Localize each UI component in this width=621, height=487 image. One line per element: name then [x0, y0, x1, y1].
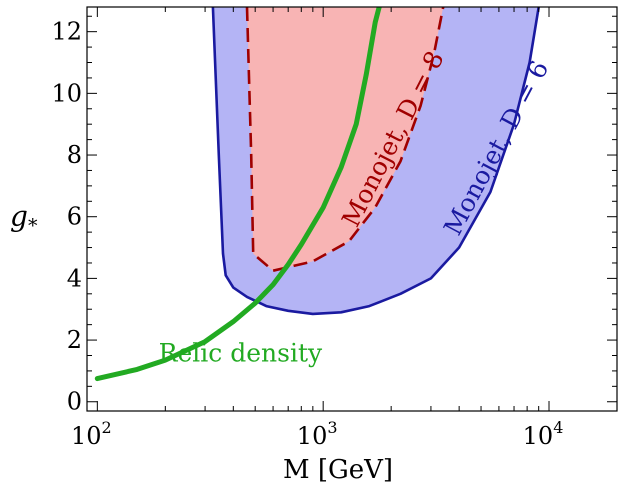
tick-layer: [86, 7, 618, 411]
x-tick-label: 104: [523, 418, 564, 450]
y-tick-label: 8: [67, 141, 82, 169]
y-axis-title: g*: [10, 200, 38, 237]
tick-label-layer: 102 103 104 0 2 4 6 8 10 12: [51, 18, 563, 450]
series-layer: [94, 7, 540, 382]
monojet-d-8-boundary: [245, 7, 445, 272]
x-tick-label: 103: [297, 418, 338, 450]
x-tick-label: 102: [71, 418, 112, 450]
monojet-d-6-boundary: [211, 7, 540, 316]
y-tick-label: 12: [51, 18, 82, 46]
relic-density-label: Relic density: [159, 339, 323, 368]
x-axis-title: M [GeV]: [283, 455, 393, 485]
y-tick-label: 10: [51, 79, 82, 107]
relic-density-curve: [94, 7, 382, 382]
y-tick-label: 4: [67, 264, 82, 292]
monojet-d-8-region-fill: [247, 7, 444, 271]
y-tick-label: 0: [67, 388, 82, 416]
y-tick-label: 6: [67, 203, 82, 231]
plot-frame: [86, 6, 618, 412]
y-tick-label: 2: [67, 326, 82, 354]
